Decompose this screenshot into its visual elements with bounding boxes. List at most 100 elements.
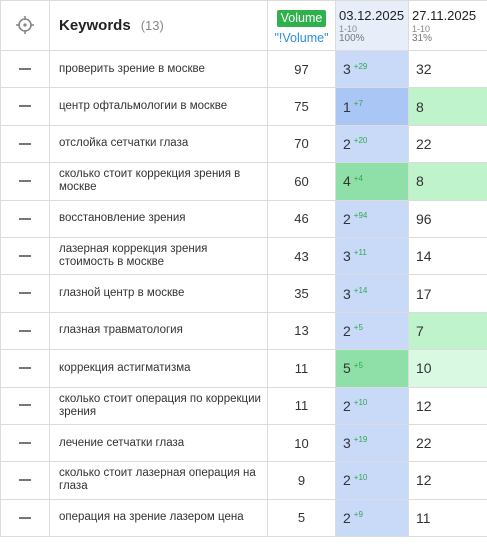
- minus-icon[interactable]: [19, 254, 31, 257]
- keyword-cell[interactable]: восстановление зрения: [49, 199, 268, 238]
- position-value: 4: [343, 173, 351, 190]
- position-delta: +5: [353, 360, 363, 370]
- position-value: 2: [343, 322, 351, 339]
- table-row: коррекция астигматизма 11 5 +5 10: [0, 349, 487, 388]
- position-previous-cell: 17: [408, 274, 487, 313]
- position-value: 2: [343, 135, 351, 152]
- crosshair-icon[interactable]: [15, 15, 35, 35]
- position-value: 2: [343, 509, 351, 526]
- exact-volume-link[interactable]: "!Volume": [274, 30, 329, 45]
- keyword-cell[interactable]: глазная травматология: [49, 311, 268, 351]
- table-header-row: Keywords (13) Volume "!Volume" 03.12.2025…: [0, 0, 487, 51]
- table-row: сколько стоит коррекция зрения в москве …: [0, 162, 487, 201]
- keyword-cell[interactable]: лазерная коррекция зрения стоимость в мо…: [49, 236, 268, 276]
- row-action-cell: [0, 49, 50, 89]
- position-delta: +5: [353, 323, 363, 333]
- row-action-cell: [0, 274, 50, 313]
- row-action-cell: [0, 162, 50, 201]
- minus-icon[interactable]: [19, 404, 31, 407]
- position-current-cell: 2 +10: [335, 461, 409, 500]
- row-action-cell: [0, 461, 50, 500]
- table-row: отслойка сетчатки глаза 70 2 +20 22: [0, 124, 487, 164]
- volume-cell: 70: [267, 124, 336, 164]
- keywords-header[interactable]: Keywords (13): [49, 0, 268, 51]
- position-current-cell: 3 +29: [335, 49, 409, 89]
- minus-icon[interactable]: [19, 142, 31, 145]
- volume-cell: 97: [267, 49, 336, 89]
- minus-icon[interactable]: [19, 441, 31, 444]
- date-column-header-previous[interactable]: 27.11.2025 1-10 31%: [408, 0, 487, 51]
- position-delta: +14: [353, 285, 368, 295]
- volume-sort-button[interactable]: Volume: [276, 9, 327, 27]
- keyword-cell[interactable]: операция на зрение лазером цена: [49, 498, 268, 538]
- date-column-header-current[interactable]: 03.12.2025 1-10 100%: [335, 0, 409, 51]
- position-current-cell: 3 +11: [335, 236, 409, 276]
- minus-icon[interactable]: [19, 292, 31, 295]
- position-current-cell: 2 +5: [335, 311, 409, 351]
- volume-cell: 11: [267, 349, 336, 388]
- keyword-cell[interactable]: сколько стоит коррекция зрения в москве: [49, 162, 268, 201]
- minus-icon[interactable]: [19, 67, 31, 70]
- keyword-cell[interactable]: сколько стоит операция по коррекции зрен…: [49, 386, 268, 425]
- minus-icon[interactable]: [19, 479, 31, 482]
- position-previous-cell: 7: [408, 311, 487, 351]
- volume-cell: 13: [267, 311, 336, 351]
- position-previous-cell: 12: [408, 386, 487, 425]
- position-current-cell: 2 +9: [335, 498, 409, 538]
- table-row: центр офтальмологии в москве 75 1 +7 8: [0, 87, 487, 126]
- volume-cell: 75: [267, 87, 336, 126]
- minus-icon[interactable]: [19, 180, 31, 183]
- position-previous-cell: 12: [408, 461, 487, 500]
- row-action-cell: [0, 386, 50, 425]
- volume-cell: 46: [267, 199, 336, 238]
- position-delta: +4: [353, 173, 363, 183]
- position-current-cell: 3 +14: [335, 274, 409, 313]
- row-action-cell: [0, 87, 50, 126]
- header-actions-cell: [0, 0, 50, 51]
- keyword-cell[interactable]: коррекция астигматизма: [49, 349, 268, 388]
- position-current-cell: 2 +10: [335, 386, 409, 425]
- position-current-cell: 4 +4: [335, 162, 409, 201]
- table-row: восстановление зрения 46 2 +94 96: [0, 199, 487, 238]
- position-previous-cell: 10: [408, 349, 487, 388]
- position-delta: +9: [353, 510, 363, 520]
- table-row: сколько стоит лазерная операция на глаза…: [0, 461, 487, 500]
- minus-icon[interactable]: [19, 105, 31, 108]
- keyword-cell[interactable]: глазной центр в москве: [49, 274, 268, 313]
- position-delta: +10: [353, 398, 368, 408]
- row-action-cell: [0, 236, 50, 276]
- row-action-cell: [0, 199, 50, 238]
- position-previous-cell: 32: [408, 49, 487, 89]
- date-percent: 31%: [412, 32, 433, 44]
- position-value: 3: [343, 61, 351, 78]
- position-previous-cell: 8: [408, 87, 487, 126]
- volume-cell: 9: [267, 461, 336, 500]
- keyword-cell[interactable]: проверить зрение в москве: [49, 49, 268, 89]
- position-value: 2: [343, 397, 351, 414]
- position-current-cell: 2 +20: [335, 124, 409, 164]
- position-previous-cell: 22: [408, 423, 487, 463]
- table-row: сколько стоит операция по коррекции зрен…: [0, 386, 487, 425]
- volume-header: Volume "!Volume": [267, 0, 336, 51]
- position-delta: +10: [353, 472, 368, 482]
- position-current-cell: 2 +94: [335, 199, 409, 238]
- position-delta: +94: [353, 211, 368, 221]
- keyword-cell[interactable]: центр офтальмологии в москве: [49, 87, 268, 126]
- position-delta: +29: [353, 61, 368, 71]
- position-previous-cell: 22: [408, 124, 487, 164]
- minus-icon[interactable]: [19, 329, 31, 332]
- keyword-cell[interactable]: лечение сетчатки глаза: [49, 423, 268, 463]
- keyword-cell[interactable]: отслойка сетчатки глаза: [49, 124, 268, 164]
- minus-icon[interactable]: [19, 516, 31, 519]
- table-row: глазная травматология 13 2 +5 7: [0, 311, 487, 351]
- minus-icon[interactable]: [19, 367, 31, 370]
- keyword-cell[interactable]: сколько стоит лазерная операция на глаза: [49, 461, 268, 500]
- minus-icon[interactable]: [19, 217, 31, 220]
- table-row: лечение сетчатки глаза 10 3 +19 22: [0, 423, 487, 463]
- position-delta: +20: [353, 136, 368, 146]
- row-action-cell: [0, 124, 50, 164]
- position-delta: +7: [353, 98, 363, 108]
- position-current-cell: 3 +19: [335, 423, 409, 463]
- table-row: операция на зрение лазером цена 5 2 +9 11: [0, 498, 487, 538]
